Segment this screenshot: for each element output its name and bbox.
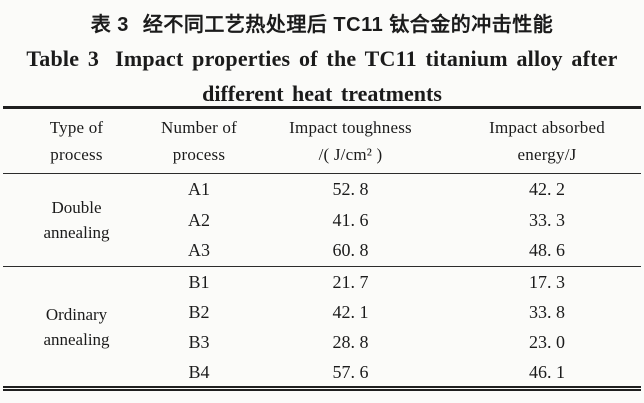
- toughness-cell: 42. 1: [332, 301, 369, 322]
- table-caption-english-line2: different heat treatments: [202, 81, 442, 106]
- header-impact-absorbed-energy: Impact absorbed energy/J: [489, 118, 605, 164]
- process-number-cell: B4: [188, 361, 210, 382]
- table-row: A3 60. 8 48. 6: [3, 236, 641, 267]
- energy-cell: 33. 3: [529, 209, 565, 230]
- toughness-cell: 52. 8: [332, 178, 369, 199]
- table-caption-english-label: Table 3: [26, 46, 100, 71]
- type-cell-double-annealing: Double annealing: [43, 198, 110, 242]
- toughness-cell: 21. 7: [332, 271, 369, 292]
- group-double-annealing: Double annealing A1 52. 8 42. 2 A2 41. 6…: [3, 174, 641, 267]
- process-number-cell: B1: [188, 271, 210, 292]
- impact-properties-table: Type of process Number of process Impact…: [3, 106, 641, 391]
- table-row: A2 41. 6 33. 3: [3, 205, 641, 236]
- table-row: B4 57. 6 46. 1: [3, 358, 641, 389]
- table-row: B2 42. 1 33. 8: [3, 297, 641, 328]
- process-number-cell: A2: [188, 209, 210, 230]
- table-row: Double annealing A1 52. 8 42. 2: [3, 174, 641, 242]
- toughness-cell: 28. 8: [332, 332, 369, 353]
- process-number-cell: A1: [188, 178, 210, 199]
- energy-cell: 17. 3: [529, 271, 565, 292]
- table-header: Type of process Number of process Impact…: [3, 108, 641, 174]
- energy-cell: 42. 2: [529, 178, 565, 199]
- header-type-of-process: Type of process: [49, 118, 104, 164]
- energy-cell: 33. 8: [529, 301, 565, 322]
- process-number-cell: A3: [188, 240, 210, 261]
- energy-cell: 48. 6: [529, 240, 565, 261]
- process-number-cell: B3: [188, 332, 210, 353]
- table-caption-chinese-text: 经不同工艺热处理后 TC11 钛合金的冲击性能: [142, 14, 554, 36]
- type-cell-ordinary-annealing: Ordinary annealing: [43, 304, 110, 349]
- table-caption-english-line1: Table 3 Impact properties of the TC11 tit…: [0, 46, 644, 72]
- header-impact-toughness: Impact toughness /( J/cm² ): [289, 118, 412, 164]
- group-ordinary-annealing: Ordinary annealing B1 21. 7 17. 3 B2 42.…: [3, 267, 641, 389]
- table-caption-chinese: 表 3 经不同工艺热处理后 TC11 钛合金的冲击性能: [0, 8, 644, 37]
- energy-cell: 46. 1: [529, 361, 565, 382]
- toughness-cell: 41. 6: [332, 209, 369, 230]
- table-caption-chinese-label: 表 3: [90, 14, 129, 36]
- table-row: B3 28. 8 23. 0: [3, 328, 641, 359]
- header-row: Type of process Number of process Impact…: [3, 108, 641, 174]
- table-row: Ordinary annealing B1 21. 7 17. 3: [3, 267, 641, 349]
- process-number-cell: B2: [188, 301, 210, 322]
- table-caption-english-text: Impact properties of the TC11 titanium a…: [115, 46, 618, 71]
- header-number-of-process: Number of process: [161, 118, 237, 164]
- energy-cell: 23. 0: [529, 332, 565, 353]
- toughness-cell: 57. 6: [332, 361, 369, 382]
- toughness-cell: 60. 8: [332, 240, 369, 261]
